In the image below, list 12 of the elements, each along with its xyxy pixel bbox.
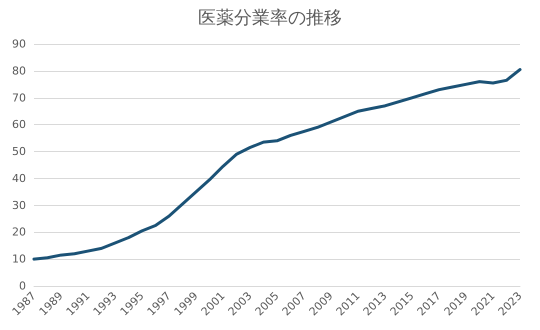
y-tick-label: 60 xyxy=(12,118,26,132)
y-tick-label: 0 xyxy=(19,280,26,292)
y-tick-label: 10 xyxy=(12,252,26,266)
y-tick-label: 40 xyxy=(12,172,26,185)
line-series xyxy=(32,68,522,261)
chart-title: 医薬分業率の推移 xyxy=(198,8,342,28)
y-tick-label: 80 xyxy=(12,64,26,78)
y-tick-label: 20 xyxy=(12,226,26,239)
y-tick-label: 50 xyxy=(12,145,26,158)
y-tick-label: 30 xyxy=(12,198,26,212)
y-tick-label: 90 xyxy=(12,38,26,50)
y-tick-label: 70 xyxy=(12,91,26,104)
